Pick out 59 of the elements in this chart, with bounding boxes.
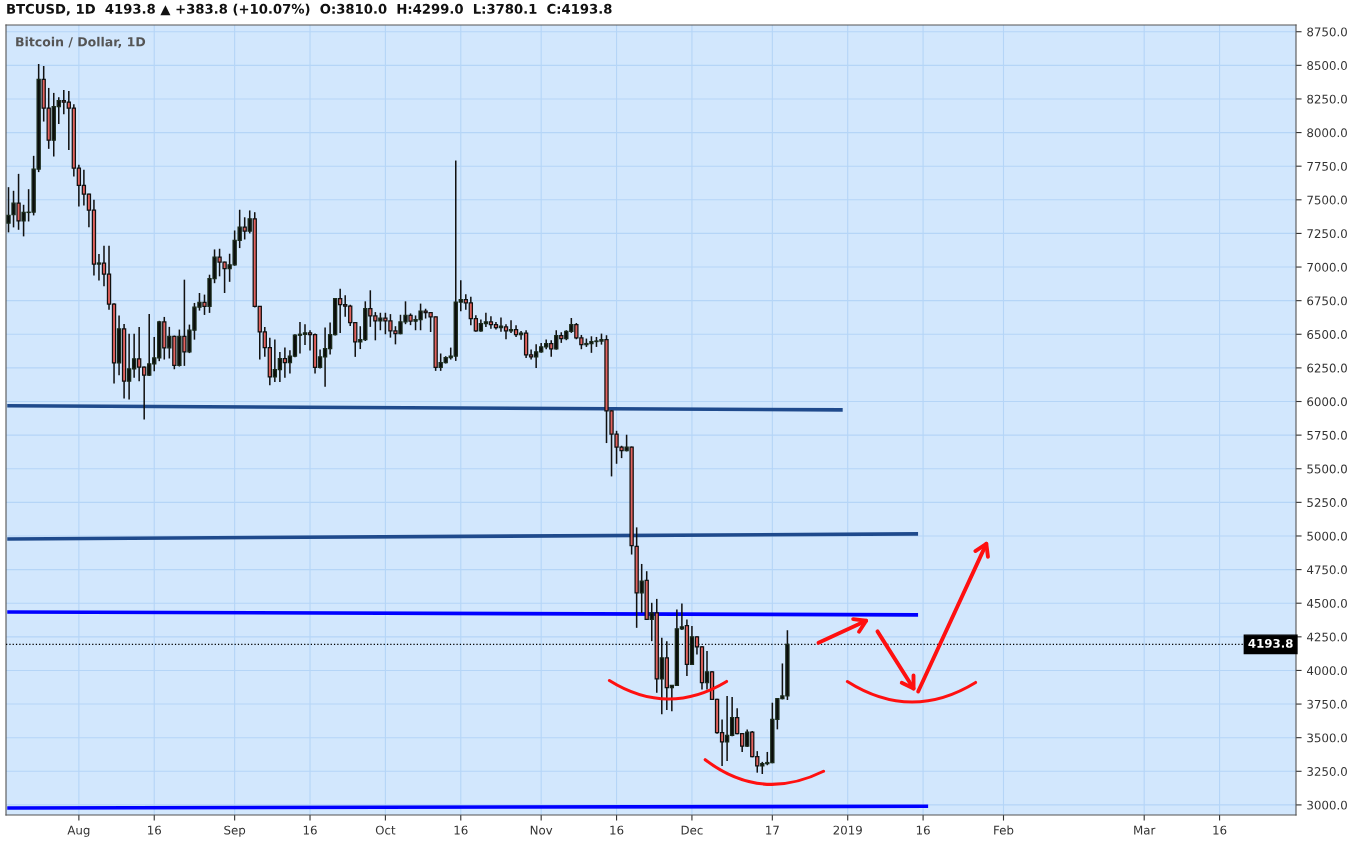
- candlestick: [337, 287, 343, 334]
- y-tick-label: 5750.0: [1307, 430, 1347, 440]
- candlestick: [483, 311, 489, 328]
- y-tick-label: 5500.0: [1307, 464, 1347, 474]
- x-tick-label: 16: [148, 825, 162, 835]
- y-tick-label: 7500.0: [1307, 195, 1347, 205]
- y-tick-label: 4250.0: [1306, 632, 1347, 642]
- candlestick: [81, 169, 87, 207]
- x-tick-label: 16: [303, 825, 317, 835]
- candlestick: [488, 315, 494, 330]
- y-tick-label: 3750.0: [1307, 699, 1347, 709]
- candlestick: [508, 319, 514, 334]
- y-tick-label: 7250.0: [1307, 229, 1347, 239]
- x-tick-label: 17: [766, 825, 779, 835]
- x-tick-label: Feb: [994, 825, 1014, 835]
- text: BTCUSD, 1D 4193.8 ▲ +383.8 (+10.07%) O:3810.0 H:4299.0 L:3780.1 C:4193.8: [7, 3, 612, 16]
- y-tick-label: 4500.0: [1306, 598, 1347, 608]
- candlestick: [6, 186, 11, 234]
- candlestick: [131, 333, 137, 379]
- y-tick-label: 4000.0: [1306, 666, 1347, 676]
- x-tick-label: 16: [454, 825, 468, 835]
- y-tick-label: 3500.0: [1307, 733, 1347, 743]
- x-tick-label: Dec: [681, 825, 703, 835]
- candlestick: [523, 329, 529, 359]
- y-tick-label: 4750.0: [1306, 565, 1347, 575]
- candlestick: [533, 343, 539, 369]
- y-tick-label: 6500.0: [1307, 330, 1347, 339]
- x-tick-label: Sep: [224, 825, 246, 837]
- y-tick-label: 6250.0: [1307, 363, 1347, 373]
- candlestick: [282, 346, 288, 379]
- x-tick-label: Aug: [67, 825, 90, 837]
- candlestick: [136, 326, 142, 382]
- y-tick-label: 7000.0: [1307, 262, 1347, 272]
- x-tick-label: Oct: [375, 825, 396, 835]
- y-tick-label: 8500.0: [1307, 61, 1347, 70]
- candlestick: [297, 321, 303, 355]
- x-tick-label: 16: [610, 825, 624, 835]
- x-tick-label: Mar: [1134, 825, 1156, 835]
- x-tick-label: Nov: [530, 825, 553, 835]
- x-tick-label: 16: [1213, 825, 1227, 835]
- y-tick-label: 8250.0: [1307, 94, 1347, 104]
- candlestick: [277, 351, 283, 383]
- y-tick-label: 5000.0: [1307, 531, 1347, 541]
- ref-line-label: 4193.8: [1248, 638, 1293, 648]
- candlestick: [724, 695, 730, 762]
- y-tick-label: 8750.0: [1307, 27, 1347, 37]
- text: Bitcoin / Dollar, 1D: [16, 36, 146, 49]
- y-tick-label: 3000.0: [1307, 800, 1347, 810]
- candlestick: [322, 326, 328, 388]
- candlestick: [302, 323, 308, 346]
- y-tick-label: 5250.0: [1307, 498, 1347, 508]
- y-tick-label: 7750.0: [1307, 161, 1347, 171]
- y-tick-label: 6000.0: [1307, 397, 1347, 407]
- y-tick-label: 6750.0: [1307, 296, 1347, 306]
- x-tick-label: 16: [916, 825, 930, 835]
- y-tick-label: 3250.0: [1307, 767, 1347, 776]
- y-tick-label: 8000.0: [1307, 128, 1347, 138]
- candlestick: [272, 338, 278, 383]
- x-tick-label: 2019: [833, 825, 862, 835]
